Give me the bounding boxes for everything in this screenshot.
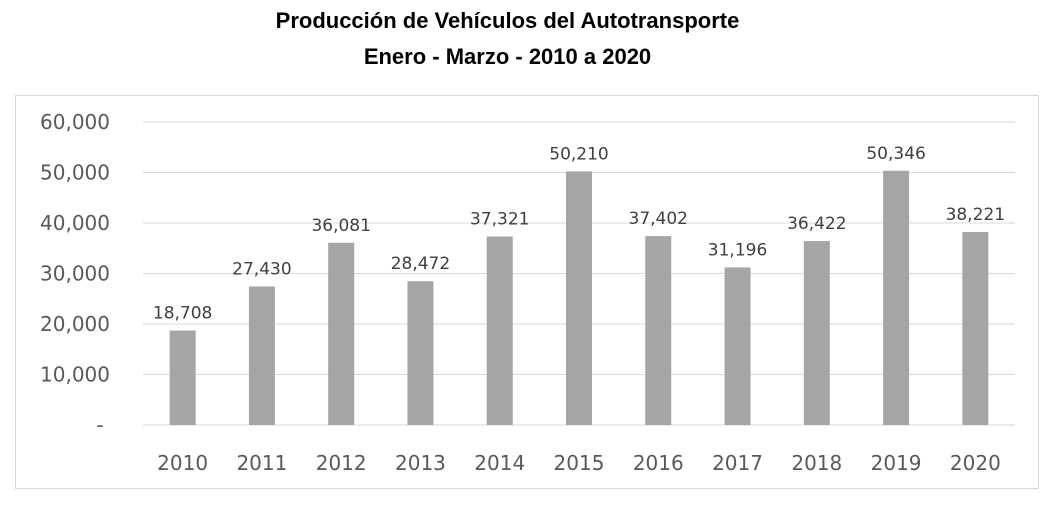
- bar-2019: [883, 170, 910, 425]
- y-tick-label: 20,000: [40, 312, 110, 336]
- bar-2017: [724, 267, 751, 425]
- data-label: 27,430: [232, 259, 291, 279]
- bar-2014: [486, 236, 513, 425]
- y-tick-label: -: [96, 413, 103, 437]
- x-tick-label: 2019: [871, 451, 922, 475]
- x-tick-label: 2015: [554, 451, 605, 475]
- x-tick-label: 2014: [474, 451, 525, 475]
- y-tick-label: 10,000: [40, 363, 110, 387]
- bar-2011: [248, 286, 275, 425]
- chart-subtitle: Enero - Marzo - 2010 a 2020: [363, 44, 652, 69]
- bar-2020: [962, 231, 989, 425]
- bar-2016: [645, 236, 672, 425]
- chart-frame: [15, 95, 1039, 489]
- bar-2012: [328, 242, 355, 425]
- data-label: 18,708: [153, 304, 212, 324]
- bar-2018: [803, 241, 830, 425]
- bar-2015: [566, 171, 592, 425]
- y-tick-label: 50,000: [40, 161, 110, 185]
- data-label: 50,210: [549, 144, 608, 164]
- data-label: 36,422: [787, 214, 846, 234]
- y-tick-label: 60,000: [40, 110, 110, 134]
- chart-title: Producción de Vehículos del Autotranspor…: [275, 8, 740, 33]
- x-tick-label: 2013: [395, 451, 446, 475]
- x-tick-label: 2016: [633, 451, 684, 475]
- x-tick-label: 2012: [316, 451, 367, 475]
- data-label: 50,346: [866, 144, 925, 164]
- bar-2013: [407, 281, 434, 425]
- bar-2010: [169, 330, 196, 425]
- x-tick-label: 2017: [712, 451, 763, 475]
- x-tick-label: 2020: [950, 451, 1001, 475]
- data-label: 28,472: [391, 254, 450, 274]
- x-tick-label: 2011: [236, 451, 287, 475]
- y-tick-label: 30,000: [40, 262, 110, 286]
- data-label: 37,321: [470, 210, 529, 230]
- data-label: 36,081: [311, 216, 370, 236]
- x-tick-label: 2010: [157, 451, 208, 475]
- data-label: 31,196: [708, 240, 767, 260]
- data-label: 38,221: [946, 205, 1005, 225]
- y-tick-label: 40,000: [40, 211, 110, 235]
- data-label: 37,402: [629, 209, 688, 229]
- x-tick-label: 2018: [791, 451, 842, 475]
